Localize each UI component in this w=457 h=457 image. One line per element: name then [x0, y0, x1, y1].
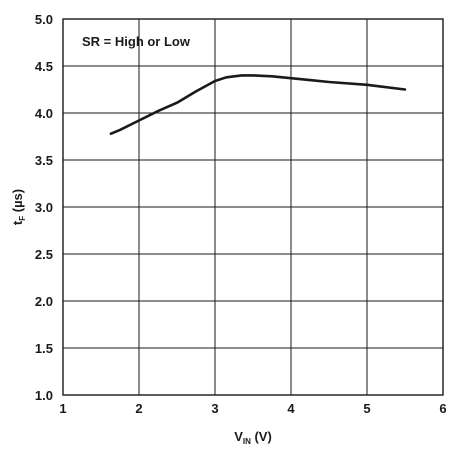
annotation-label: SR = High or Low [82, 34, 191, 49]
x-axis-label-sub: IN [243, 437, 251, 446]
y-tick-label: 2.5 [35, 247, 53, 262]
y-axis-label-sub: F [18, 216, 27, 221]
x-tick-label: 6 [439, 401, 446, 416]
y-tick-label: 1.5 [35, 341, 53, 356]
x-tick-label: 3 [211, 401, 218, 416]
y-axis-label: tF (µs) [10, 189, 27, 225]
y-tick-label: 4.0 [35, 106, 53, 121]
y-tick-label: 3.5 [35, 153, 53, 168]
y-tick-label: 2.0 [35, 294, 53, 309]
x-axis-label: VIN (V) [234, 429, 272, 446]
plot-frame [62, 18, 444, 396]
x-tick-label: 1 [59, 401, 66, 416]
y-tick-label: 4.5 [35, 59, 53, 74]
y-tick-label: 5.0 [35, 12, 53, 27]
x-tick-label: 4 [287, 401, 295, 416]
x-tick-label: 5 [363, 401, 370, 416]
y-tick-label: 3.0 [35, 200, 53, 215]
y-axis-label-unit: (µs) [10, 189, 25, 216]
y-axis-label-main: t [10, 220, 25, 225]
series-layer [109, 74, 407, 135]
x-axis-label-main: V [234, 429, 243, 444]
series-line-0 [109, 74, 407, 135]
x-tick-labels: 1 2 3 4 5 6 [59, 401, 446, 416]
x-axis-label-unit: (V) [251, 429, 272, 444]
y-tick-label: 1.0 [35, 388, 53, 403]
y-tick-labels: 1.0 1.5 2.0 2.5 3.0 3.5 4.0 4.5 5.0 [35, 12, 53, 403]
x-tick-label: 2 [135, 401, 142, 416]
